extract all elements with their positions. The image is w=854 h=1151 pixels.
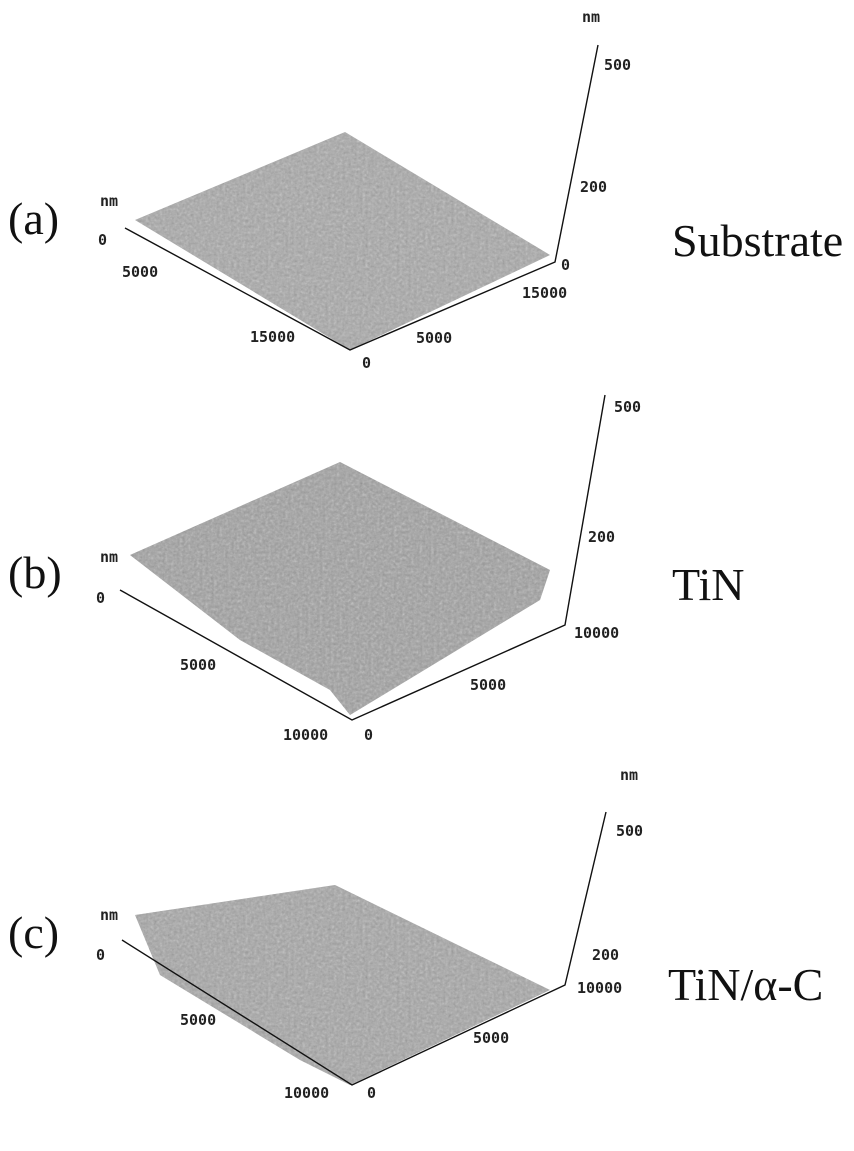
z-tick: 0: [561, 256, 570, 274]
left-tick: 5000: [122, 263, 158, 281]
left-tick: 15000: [250, 328, 295, 346]
z-tick: 500: [616, 822, 643, 840]
left-tick: 5000: [180, 656, 216, 674]
right-tick: 5000: [473, 1029, 509, 1047]
left-tick: 10000: [284, 1084, 329, 1102]
figure: (a) Substrate nm 500 200 0 nm 0 5000 150…: [0, 0, 854, 1151]
panel-name: Substrate: [672, 215, 843, 266]
right-tick: 5000: [416, 329, 452, 347]
z-tick: 200: [592, 946, 619, 964]
panel-a: (a) Substrate nm 500 200 0 nm 0 5000 150…: [8, 8, 843, 372]
surface: [135, 132, 550, 350]
z-tick: 500: [604, 56, 631, 74]
panel-label: (c): [8, 907, 59, 958]
left-tick: 0: [96, 946, 105, 964]
panel-label: (b): [8, 547, 62, 598]
left-unit: nm: [100, 192, 118, 210]
right-tick: 0: [362, 354, 371, 372]
left-unit: nm: [100, 548, 118, 566]
panel-b: (b) TiN 500 200 nm 0 5000 10000 0 5000 1…: [8, 395, 744, 744]
right-tick: 10000: [574, 624, 619, 642]
z-tick: 500: [614, 398, 641, 416]
z-unit: nm: [620, 766, 638, 784]
left-unit: nm: [100, 906, 118, 924]
right-tick: 0: [367, 1084, 376, 1102]
right-tick: 15000: [522, 284, 567, 302]
panel-name: TiN/α-C: [668, 959, 823, 1010]
z-tick: 200: [580, 178, 607, 196]
left-tick: 10000: [283, 726, 328, 744]
panel-label: (a): [8, 193, 59, 244]
surface: [135, 885, 550, 1085]
z-tick: 200: [588, 528, 615, 546]
right-tick: 0: [364, 726, 373, 744]
panel-c: (c) TiN/α-C nm 500 200 nm 0 5000 10000 0…: [8, 766, 823, 1102]
left-tick: 0: [96, 589, 105, 607]
right-tick: 5000: [470, 676, 506, 694]
right-tick: 10000: [577, 979, 622, 997]
z-unit: nm: [582, 8, 600, 26]
left-tick: 5000: [180, 1011, 216, 1029]
left-tick: 0: [98, 231, 107, 249]
panel-name: TiN: [672, 559, 744, 610]
